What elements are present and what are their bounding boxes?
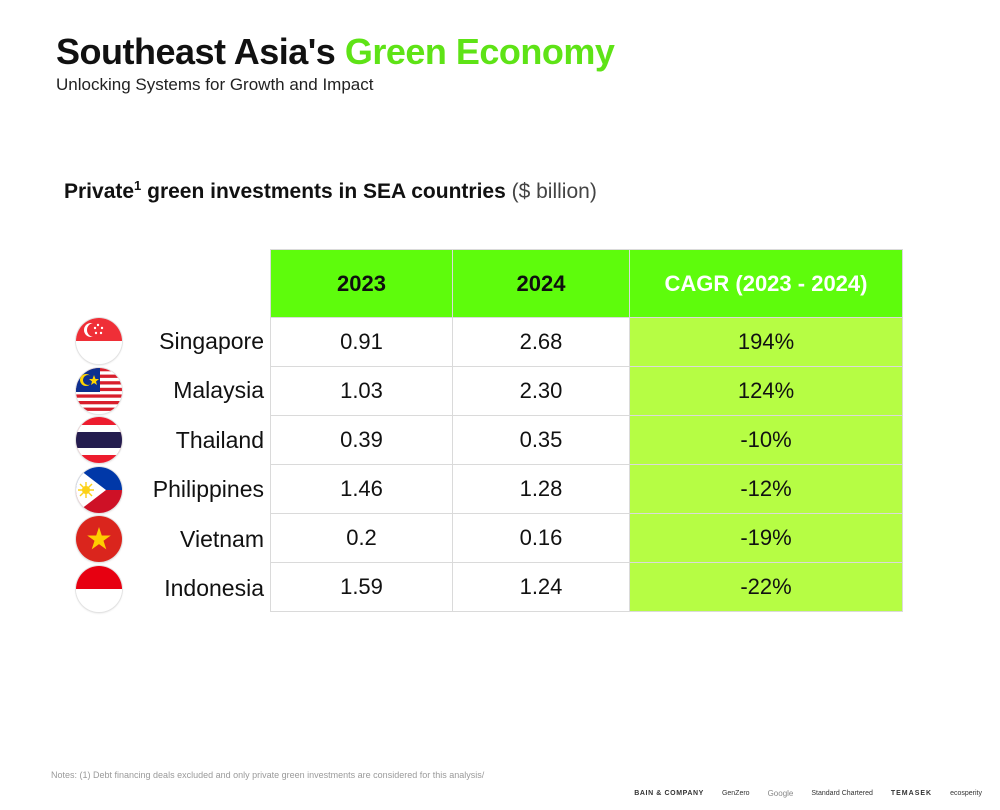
temasek-logo: TEMASEK <box>890 789 933 797</box>
investment-table: 2023 2024 CAGR (2023 - 2024) 0.91 2.68 194… <box>270 249 903 612</box>
table-title-body: green investments in SEA countries <box>147 180 506 203</box>
philippines-flag-icon <box>76 466 122 513</box>
bain-logo: BAIN & COMPANY <box>634 789 704 797</box>
value-2023: 1.46 <box>270 464 453 514</box>
footnote: Notes: (1) Debt financing deals excluded… <box>51 770 485 780</box>
genzero-logo: GenZero <box>721 789 750 797</box>
page-title: Southeast Asia's Green Economy <box>56 30 615 74</box>
standard-chartered-logo: Standard Chartered <box>811 789 873 797</box>
value-cagr: 194% <box>629 317 903 367</box>
country-name: Indonesia <box>164 575 264 601</box>
ecosperity-logo: ecosperity <box>950 789 982 797</box>
country-name: Vietnam <box>180 525 264 552</box>
value-2023: 0.91 <box>270 317 453 367</box>
table-title-unit: ($ billion) <box>511 180 597 203</box>
title-main: Southeast Asia's <box>56 31 336 72</box>
country-name: Thailand <box>175 426 264 453</box>
table-title: Private1 green investments in SEA countr… <box>64 178 597 206</box>
country-name: Philippines <box>152 476 264 502</box>
google-logo: Google <box>767 788 794 798</box>
page-subtitle: Unlocking Systems for Growth and Impact <box>56 75 374 94</box>
value-cagr: -22% <box>629 562 903 612</box>
footnote-marker: 1 <box>134 178 142 193</box>
country-label: Thailand <box>70 416 264 464</box>
table-row: 1.03 2.30 124% <box>270 366 903 416</box>
value-cagr: 124% <box>629 366 903 416</box>
value-cagr: -12% <box>629 464 903 514</box>
country-label: Vietnam <box>70 515 264 563</box>
indonesia-flag-icon <box>76 565 122 612</box>
column-header-2024: 2024 <box>452 249 630 318</box>
country-name: Malaysia <box>173 377 264 403</box>
value-2023: 0.39 <box>270 415 453 465</box>
value-2023: 1.59 <box>270 562 453 612</box>
value-2023: 1.03 <box>270 366 453 416</box>
country-label: Singapore <box>70 317 264 365</box>
country-label: Malaysia <box>70 367 264 415</box>
value-2024: 1.28 <box>452 464 630 514</box>
value-2023: 0.2 <box>270 513 453 563</box>
vietnam-flag-icon <box>76 516 122 562</box>
column-header-2023: 2023 <box>270 249 453 318</box>
country-name: Singapore <box>159 327 264 354</box>
table-header-row: 2023 2024 CAGR (2023 - 2024) <box>270 249 903 318</box>
value-cagr: -10% <box>629 415 903 465</box>
value-2024: 2.68 <box>452 317 630 367</box>
partner-logos: BAIN & COMPANY GenZero Google Standard C… <box>634 786 982 800</box>
table-row: 0.39 0.35 -10% <box>270 415 903 465</box>
value-2024: 2.30 <box>452 366 630 416</box>
singapore-flag-icon <box>76 318 122 364</box>
value-2024: 1.24 <box>452 562 630 612</box>
table-title-lead: Private <box>64 180 135 203</box>
value-2024: 0.16 <box>452 513 630 563</box>
table-row: 0.2 0.16 -19% <box>270 513 903 563</box>
column-header-cagr: CAGR (2023 - 2024) <box>629 249 903 318</box>
value-2024: 0.35 <box>452 415 630 465</box>
table-row: 0.91 2.68 194% <box>270 317 903 367</box>
malaysia-flag-icon <box>76 367 122 414</box>
title-accent: Green Economy <box>344 31 615 72</box>
country-label: Philippines <box>70 466 264 514</box>
table-row: 1.59 1.24 -22% <box>270 562 903 612</box>
value-cagr: -19% <box>629 513 903 563</box>
thailand-flag-icon <box>76 417 122 463</box>
table-row: 1.46 1.28 -12% <box>270 464 903 514</box>
country-label: Indonesia <box>70 565 264 613</box>
